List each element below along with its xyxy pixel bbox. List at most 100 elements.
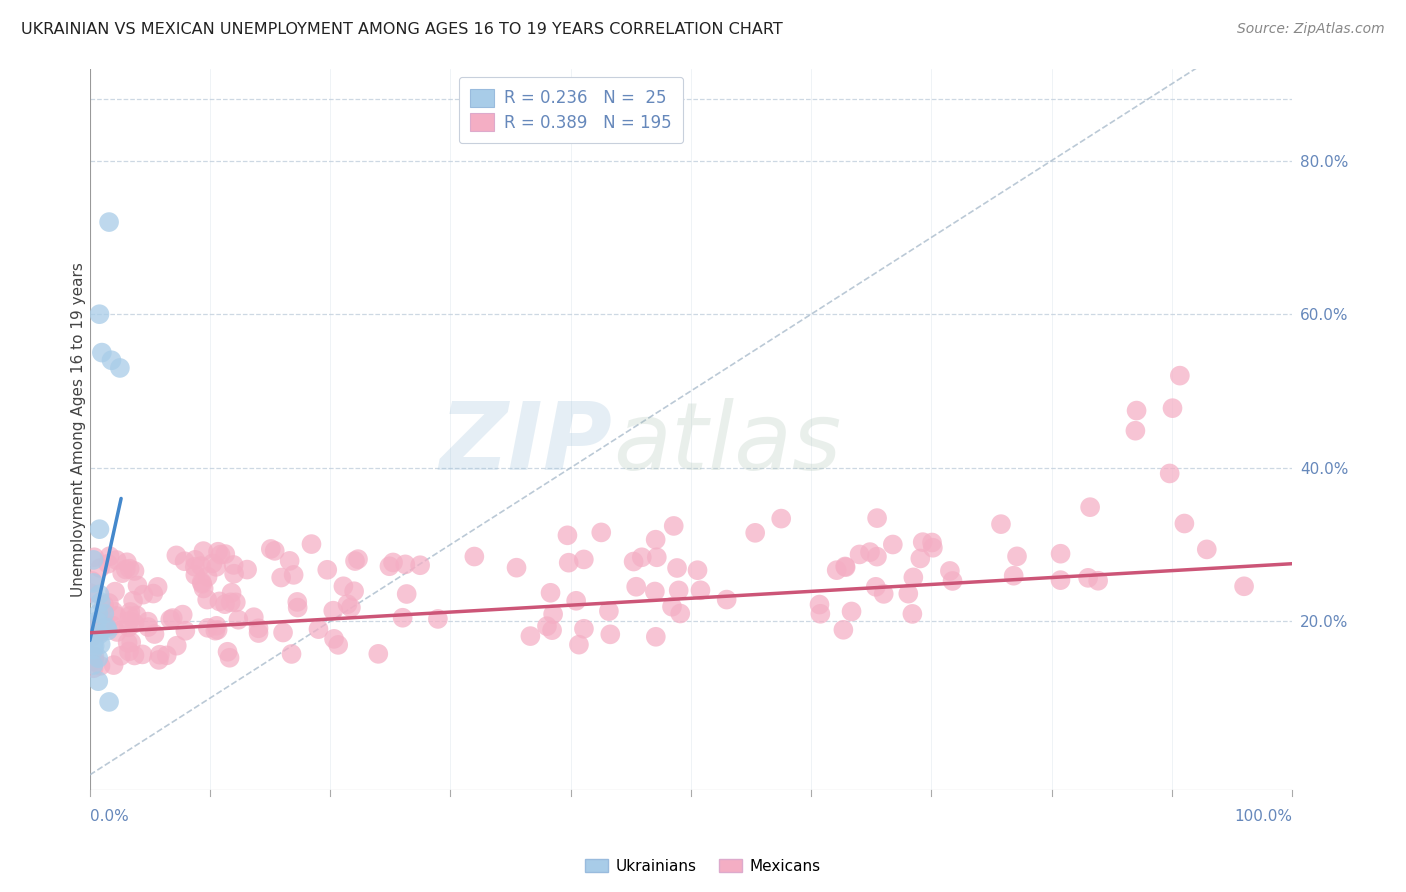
Point [247,621,270,635]
Point [644,533,666,547]
Point [110,648,132,663]
Point [323,632,346,646]
Point [599,627,621,641]
Point [591,525,613,540]
Point [98,549,121,564]
Point [132,588,155,602]
Point [104,584,127,599]
Point [332,579,354,593]
Point [644,630,666,644]
Point [222,558,245,572]
Point [105,608,128,623]
Point [148,653,170,667]
Point [382,556,405,570]
Point [686,563,709,577]
Point [347,552,370,566]
Point [623,555,645,569]
Point [205,559,228,574]
Text: UKRAINIAN VS MEXICAN UNEMPLOYMENT AMONG AGES 16 TO 19 YEARS CORRELATION CHART: UKRAINIAN VS MEXICAN UNEMPLOYMENT AMONG … [21,22,783,37]
Point [260,541,283,556]
Point [87,607,110,621]
Point [221,586,243,600]
Point [825,563,848,577]
Point [921,541,943,555]
Point [848,548,870,562]
Point [897,587,920,601]
Point [193,544,215,558]
Point [143,627,166,641]
Point [624,580,647,594]
Point [882,537,904,551]
Point [89,561,111,575]
Point [90,615,112,630]
Point [540,586,562,600]
Point [127,578,149,592]
Point [214,547,236,561]
Point [219,595,242,609]
Point [96,620,118,634]
Point [808,598,831,612]
Point [378,559,401,574]
Point [120,635,142,649]
Point [205,619,228,633]
Point [207,623,229,637]
Point [114,562,136,576]
Point [1195,542,1218,557]
Point [90,637,112,651]
Point [118,614,141,628]
Point [394,558,416,572]
Legend: R = 0.236   N =  25, R = 0.389   N = 195: R = 0.236 N = 25, R = 0.389 N = 195 [458,77,683,144]
Point [280,647,302,661]
Point [873,587,896,601]
Point [901,607,924,621]
Point [834,559,856,574]
Point [1168,368,1191,383]
Point [118,620,141,634]
Point [89,587,111,601]
Point [101,618,124,632]
Point [97,557,120,571]
Y-axis label: Unemployment Among Ages 16 to 19 years: Unemployment Among Ages 16 to 19 years [72,262,86,597]
Point [118,562,141,576]
Point [243,610,266,624]
Point [93,607,115,621]
Point [770,511,793,525]
Point [859,545,882,559]
Point [89,658,111,673]
Point [82,553,104,567]
Point [124,648,146,663]
Point [89,627,111,641]
Point [808,607,831,621]
Point [463,549,485,564]
Point [184,568,207,582]
Point [285,595,308,609]
Point [87,623,110,637]
Point [921,535,943,549]
Point [83,654,105,668]
Point [83,550,105,565]
Point [159,612,181,626]
Point [568,638,591,652]
Point [201,557,224,571]
Point [190,575,212,590]
Point [322,604,344,618]
Point [118,644,141,658]
Point [224,566,246,581]
Point [1005,549,1028,564]
Point [82,631,104,645]
Point [207,545,229,559]
Point [287,600,309,615]
Point [82,575,104,590]
Point [184,559,207,574]
Point [866,549,889,564]
Point [87,674,110,689]
Point [124,616,146,631]
Point [97,596,120,610]
Point [125,608,148,623]
Point [270,570,292,584]
Point [90,345,112,359]
Point [328,638,350,652]
Point [191,577,214,591]
Point [146,580,169,594]
Point [367,647,389,661]
